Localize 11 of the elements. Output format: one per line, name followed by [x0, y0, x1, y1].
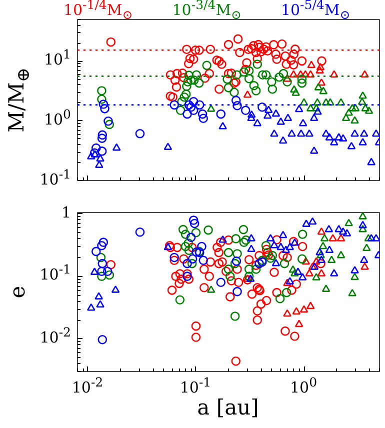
y-tick-label: 10$^{-1}$: [40, 166, 71, 188]
x-tick-label: 10$^{-1}$: [180, 374, 212, 396]
y-tick-label: 10$^{1}$: [44, 46, 71, 69]
y-tick-label: 10$^{0}$: [44, 106, 71, 128]
y-tick-label: 10$^{-2}$: [40, 324, 71, 346]
y-tick-label: 1: [61, 204, 71, 222]
y-tick-label: 10$^{-1}$: [40, 262, 71, 284]
x-axis-title: a [au]: [197, 396, 259, 420]
x-tick-label: 10$^{0}$: [290, 374, 318, 396]
y-axis-title: e: [6, 285, 30, 298]
x-tick-label: 10$^{-2}$: [72, 374, 104, 396]
